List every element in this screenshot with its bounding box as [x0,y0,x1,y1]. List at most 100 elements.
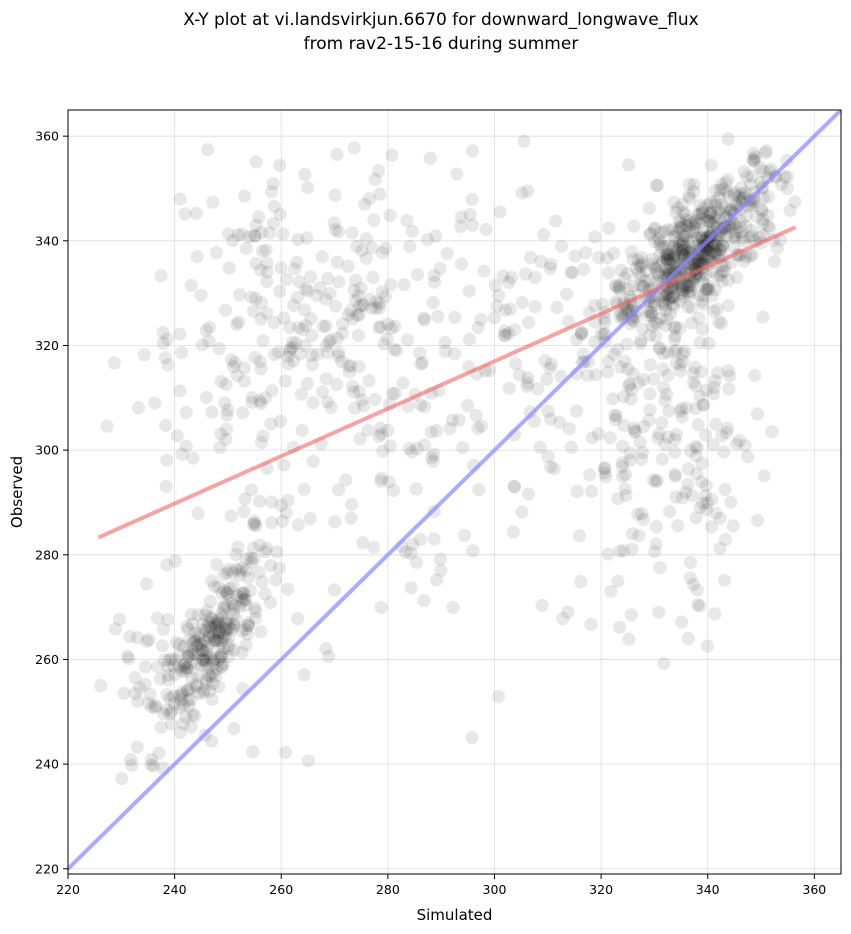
scatter-point [208,634,222,648]
scatter-point [676,355,690,369]
scatter-point [705,264,719,278]
scatter-point [668,467,682,481]
scatter-point [221,642,235,656]
scatter-point [616,456,630,470]
scatter-point [750,210,764,224]
scatter-point [717,264,732,278]
scatter-point [404,546,418,560]
scatter-point [123,630,137,644]
scatter-point [716,237,730,251]
scatter-point [165,704,179,719]
scatter-point [232,315,246,329]
scatter-point [177,639,191,653]
scatter-point [218,396,232,410]
scatter-point [522,315,536,330]
scatter-point [682,189,696,203]
scatter-point [319,292,333,306]
scatter-point [583,468,597,482]
scatter-point [272,561,286,575]
scatter-point [761,219,775,233]
scatter-point [178,664,193,679]
scatter-point [180,661,194,675]
scatter-point [565,266,579,280]
scatter-point [635,445,650,459]
scatter-point [244,290,258,304]
scatter-point [673,221,687,235]
scatter-point [675,615,689,629]
scatter-point [531,382,545,396]
scatter-point [184,278,198,292]
scatter-point [671,225,685,239]
scatter-point [659,387,674,401]
scatter-point [734,225,748,240]
scatter-point [190,677,204,692]
scatter-point [556,612,570,626]
scatter-point [315,250,329,264]
scatter-point [719,201,733,215]
scatter-point [758,146,772,160]
scatter-point [306,396,320,410]
scatter-point [433,552,447,566]
scatter-point [690,441,704,455]
scatter-point [685,489,700,503]
scatter-point [217,627,231,641]
regression-line [97,225,797,540]
scatter-point [349,273,363,287]
scatter-point [652,237,667,251]
scatter-point [341,359,355,373]
scatter-point [463,208,477,222]
scatter-point [743,249,757,263]
scatter-point [291,518,305,532]
scatter-point [448,310,462,324]
scatter-point [192,647,206,661]
scatter-point [323,286,337,300]
scatter-point [374,471,389,485]
scatter-point [722,189,736,203]
scatter-point [701,243,715,257]
scatter-point [446,600,460,615]
scatter-point [515,296,529,310]
scatter-point [471,320,485,335]
scatter-point [528,270,542,284]
scatter-point [675,410,689,424]
scatter-point [222,261,236,275]
scatter-point [188,709,202,723]
scatter-point [425,451,439,465]
scatter-point [235,645,249,660]
scatter-point [227,643,241,657]
scatter-point [694,212,708,226]
scatter-point [666,290,680,304]
scatter-point [642,309,656,323]
scatter-point [734,181,748,195]
scatter-point [199,653,213,668]
scatter-point [201,143,215,157]
scatter-point [642,201,656,215]
scatter-point [154,720,168,734]
scatter-point [701,213,715,228]
scatter-point [225,596,239,610]
scatter-point [279,272,294,286]
scatter-point [219,422,233,436]
scatter-point [383,208,397,223]
scatter-point [660,252,674,266]
scatter-point [676,236,690,250]
scatter-point [239,241,253,255]
scatter-point [249,291,263,306]
scatter-point [254,362,268,376]
scatter-point [674,240,689,254]
scatter-point [696,225,710,239]
scatter-point [199,672,213,687]
scatter-point [524,251,538,265]
scatter-point [667,300,681,314]
scatter-point [387,483,401,498]
scatter-point [350,239,364,253]
scatter-point [676,347,690,361]
scatter-point [203,631,217,645]
scatter-point [212,640,226,654]
scatter-point [283,342,297,356]
scatter-point [175,688,189,702]
scatter-point [708,246,723,260]
scatter-point [220,566,234,580]
scatter-point [619,488,633,503]
scatter-point [264,184,279,199]
